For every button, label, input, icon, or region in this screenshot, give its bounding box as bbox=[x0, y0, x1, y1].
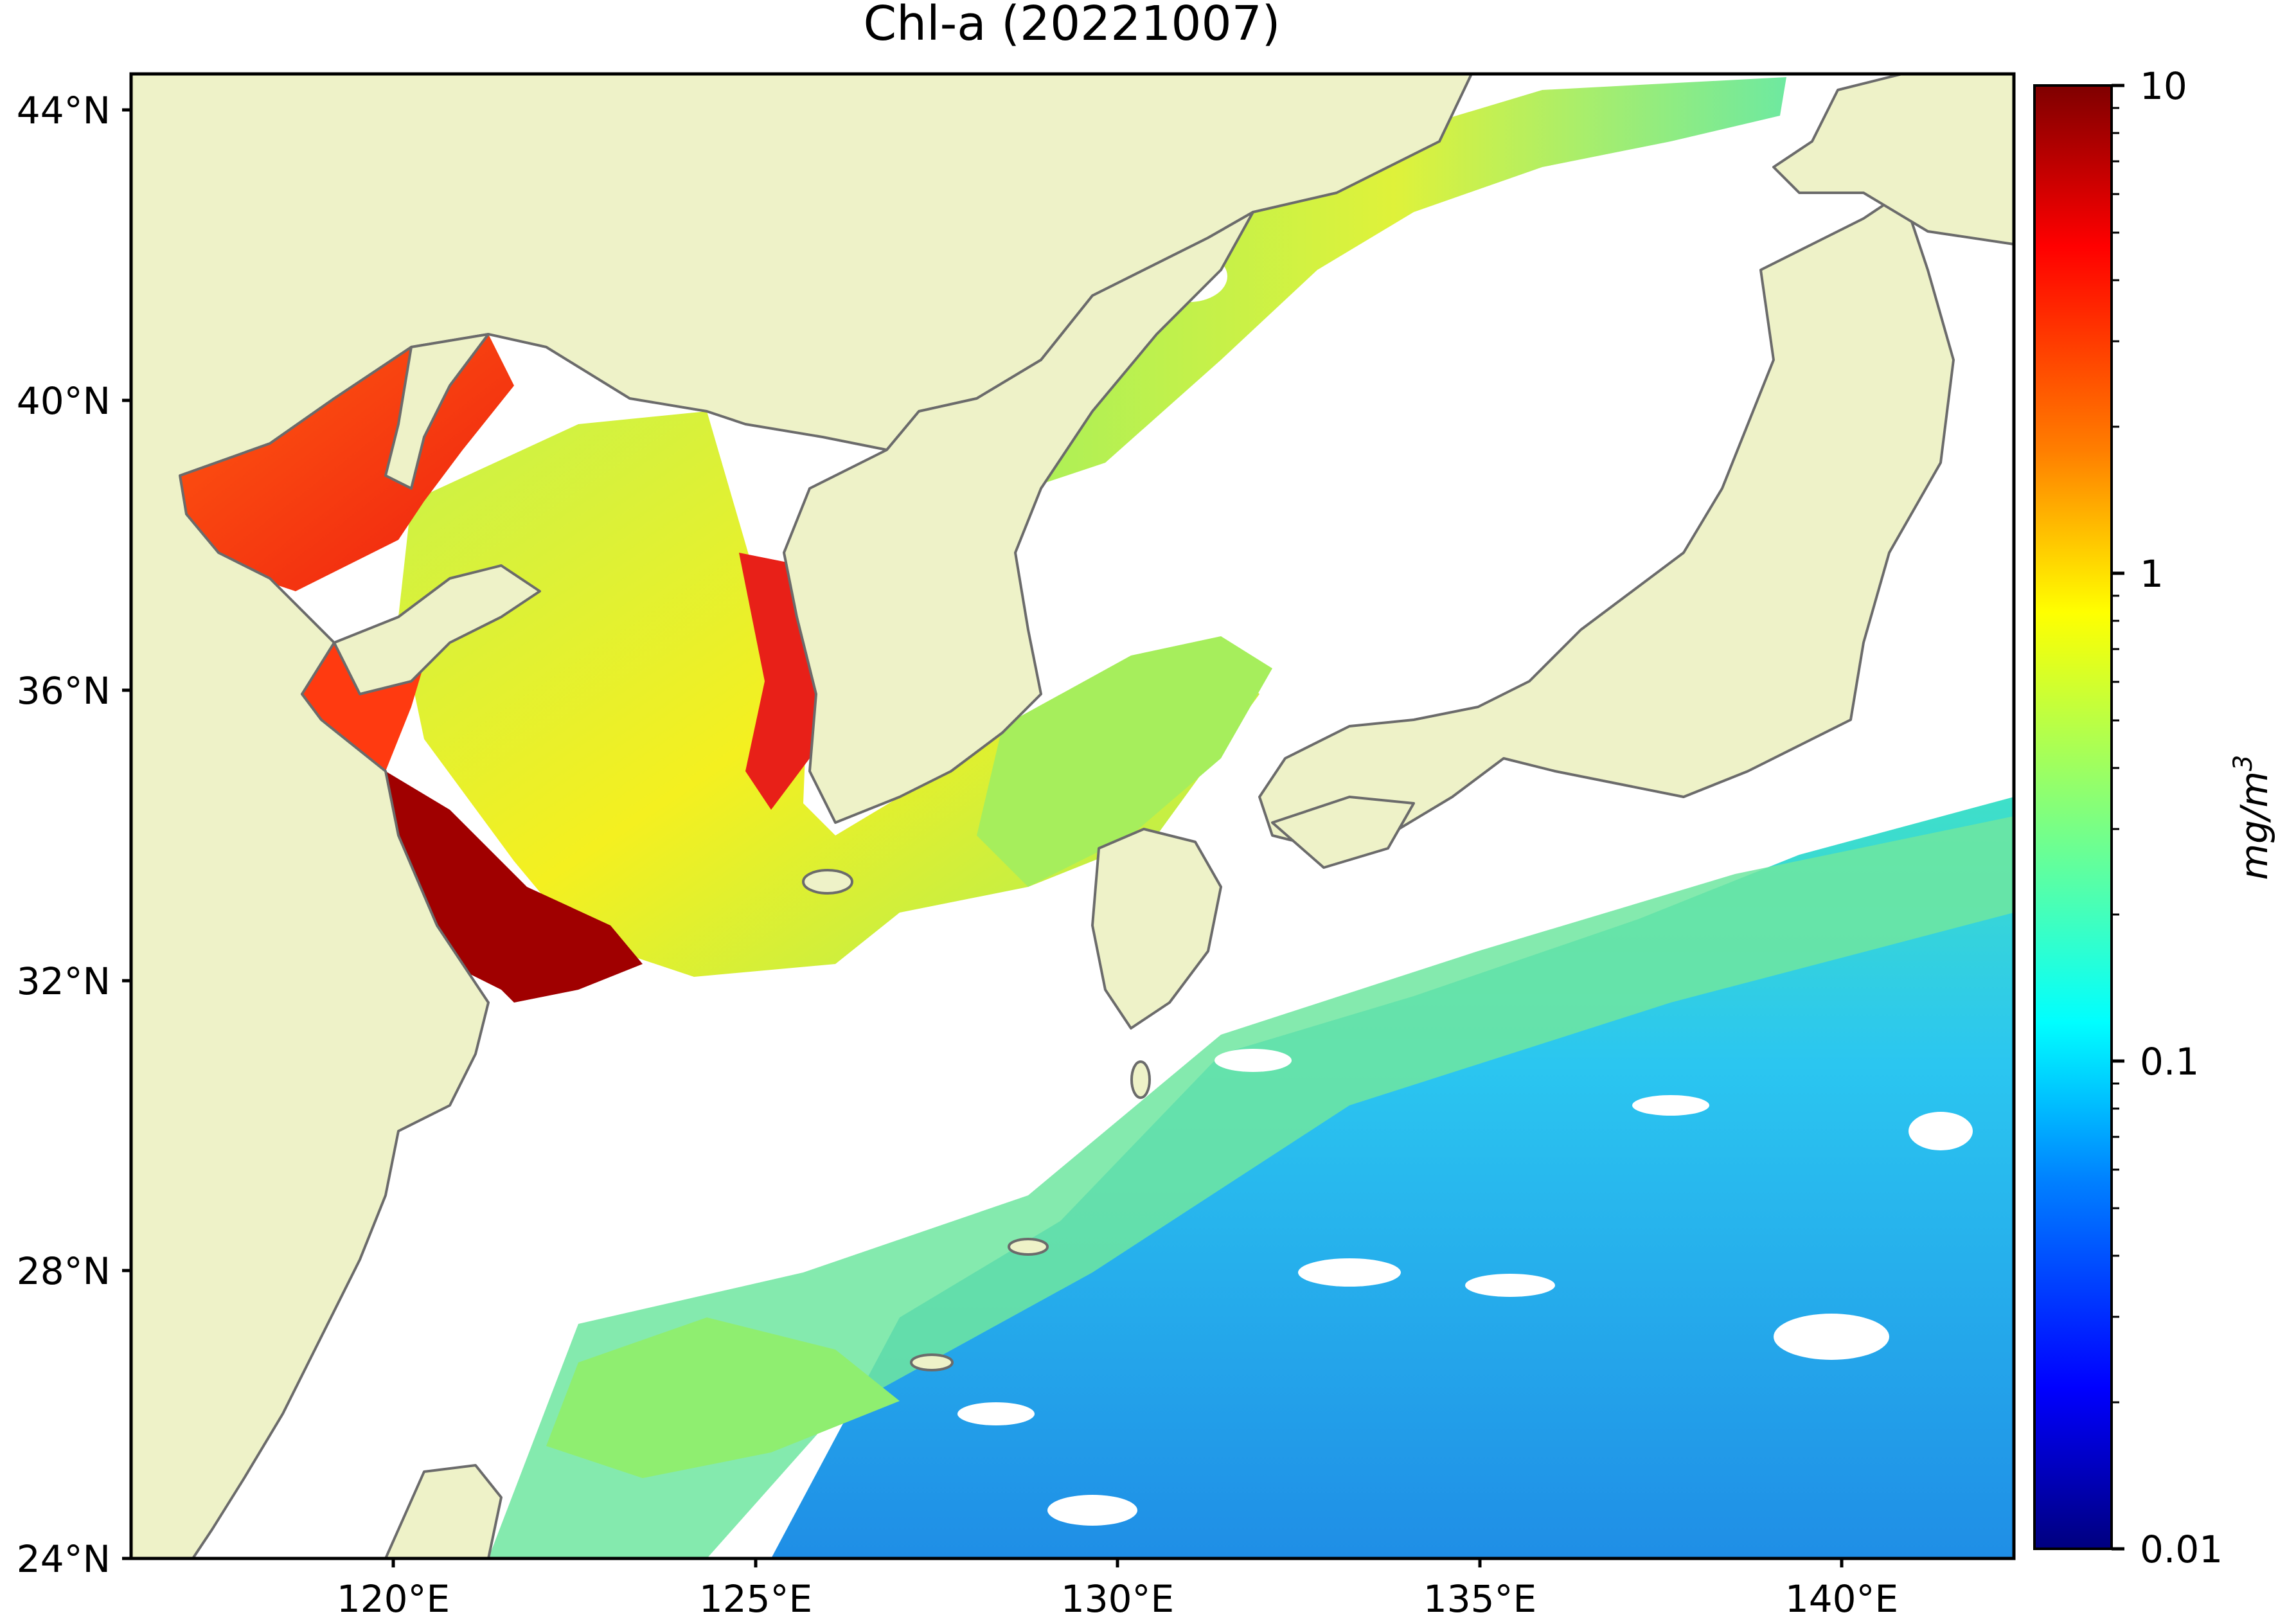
land-korean-peninsula bbox=[783, 211, 1254, 824]
lat-label: 24°N bbox=[17, 1537, 111, 1581]
lat-label: 32°N bbox=[17, 959, 111, 1003]
unit-base: mg/m bbox=[2232, 771, 2276, 880]
unit-exponent: 3 bbox=[2229, 755, 2258, 771]
colorbar-tick-label: 0.1 bbox=[2140, 1040, 2199, 1084]
colorbar-tick-label: 1 bbox=[2140, 552, 2164, 596]
land-japan-kyushu bbox=[1091, 828, 1222, 1030]
land-jeju-island bbox=[802, 869, 853, 895]
lat-label: 36°N bbox=[17, 669, 111, 713]
colorbar-tick-labels: 10 1 0.1 0.01 bbox=[2140, 64, 2223, 1571]
land-japan-shikoku bbox=[1271, 796, 1415, 869]
lon-label: 120°E bbox=[337, 1577, 450, 1621]
lon-label: 140°E bbox=[1785, 1577, 1898, 1621]
lat-label: 44°N bbox=[17, 89, 111, 132]
lon-label: 130°E bbox=[1061, 1577, 1174, 1621]
land-okinawa-island bbox=[910, 1353, 954, 1371]
land-masses bbox=[131, 74, 2014, 1558]
lon-label: 125°E bbox=[699, 1577, 812, 1621]
map-frame bbox=[129, 72, 2016, 1560]
colorbar-minor-ticks bbox=[2112, 107, 2119, 1404]
land-tanegashima bbox=[1130, 1060, 1151, 1099]
land-japan-honshu bbox=[1258, 192, 1955, 850]
longitude-labels: 120°E 125°E 130°E 135°E 140°E bbox=[337, 1577, 1898, 1621]
colorbar-unit-label: mg/m3 bbox=[2229, 755, 2276, 880]
chl-east-china-sea-green bbox=[546, 1317, 900, 1478]
land-japan-hokkaido bbox=[1772, 74, 2014, 245]
chl-korea-strait bbox=[977, 636, 1272, 887]
colorbar-tick-label: 10 bbox=[2140, 64, 2187, 108]
lat-label: 28°N bbox=[17, 1249, 111, 1293]
land-shandong-peninsula bbox=[333, 564, 541, 695]
land-amami-island bbox=[1008, 1238, 1049, 1256]
colorbar: 10 1 0.1 0.01 mg/m3 bbox=[2033, 64, 2276, 1571]
colorbar-tick-label: 0.01 bbox=[2140, 1528, 2223, 1571]
land-liaodong-peninsula bbox=[384, 333, 490, 490]
latitude-labels: 44°N 40°N 36°N 32°N 28°N 24°N bbox=[17, 89, 111, 1581]
longitude-axis bbox=[391, 1558, 1844, 1567]
colorbar-major-ticks bbox=[2112, 84, 2124, 1551]
lon-label: 135°E bbox=[1423, 1577, 1536, 1621]
chl-offshore-green-band bbox=[488, 816, 2014, 1558]
map-panel bbox=[131, 74, 2014, 1558]
land-taiwan bbox=[384, 1464, 503, 1558]
lat-label: 40°N bbox=[17, 379, 111, 423]
map-title: Chl-a (20221007) bbox=[863, 0, 1280, 51]
latitude-axis bbox=[122, 108, 131, 1560]
no-data-patches bbox=[957, 251, 1973, 1526]
colorbar-gradient bbox=[2033, 84, 2113, 1550]
